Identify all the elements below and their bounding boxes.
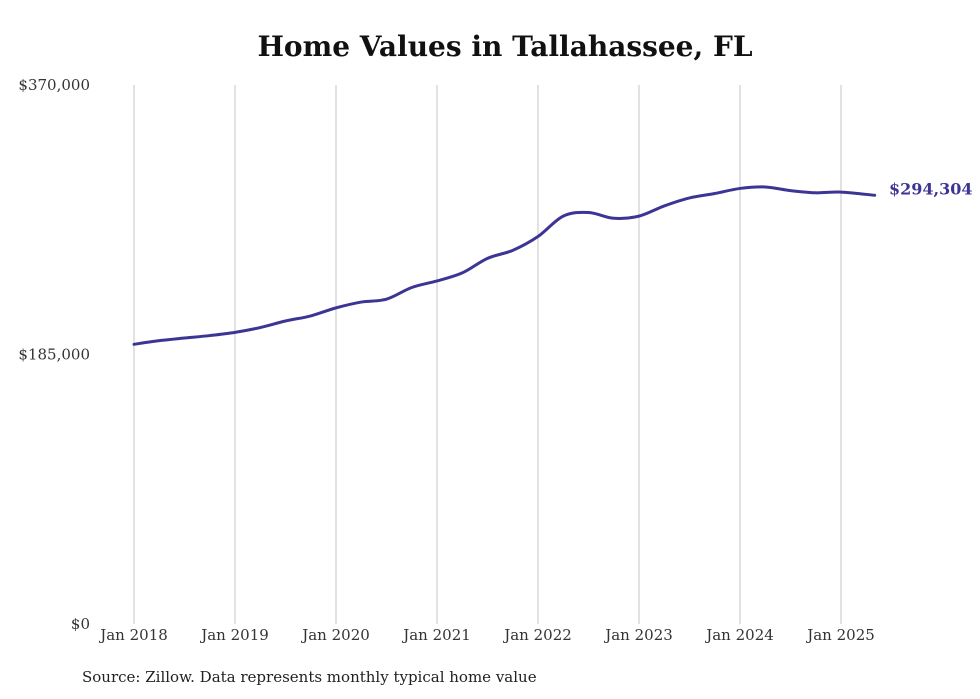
source-note: Source: Zillow. Data represents monthly …: [82, 668, 537, 686]
x-tick-label: Jan 2023: [603, 626, 673, 644]
x-tick-label: Jan 2024: [704, 626, 774, 644]
x-tick-label: Jan 2025: [805, 626, 875, 644]
x-tick-label: Jan 2020: [300, 626, 370, 644]
x-tick-label: Jan 2021: [401, 626, 471, 644]
end-value-label: $294,304: [889, 179, 973, 198]
y-tick-label: $370,000: [18, 76, 90, 94]
y-tick-label: $0: [71, 615, 90, 633]
chart-title: Home Values in Tallahassee, FL: [257, 30, 753, 63]
x-tick-label: Jan 2018: [98, 626, 168, 644]
y-tick-label: $185,000: [18, 346, 90, 364]
x-tick-label: Jan 2019: [199, 626, 269, 644]
series-line: [132, 185, 877, 346]
x-tick-label: Jan 2022: [502, 626, 572, 644]
